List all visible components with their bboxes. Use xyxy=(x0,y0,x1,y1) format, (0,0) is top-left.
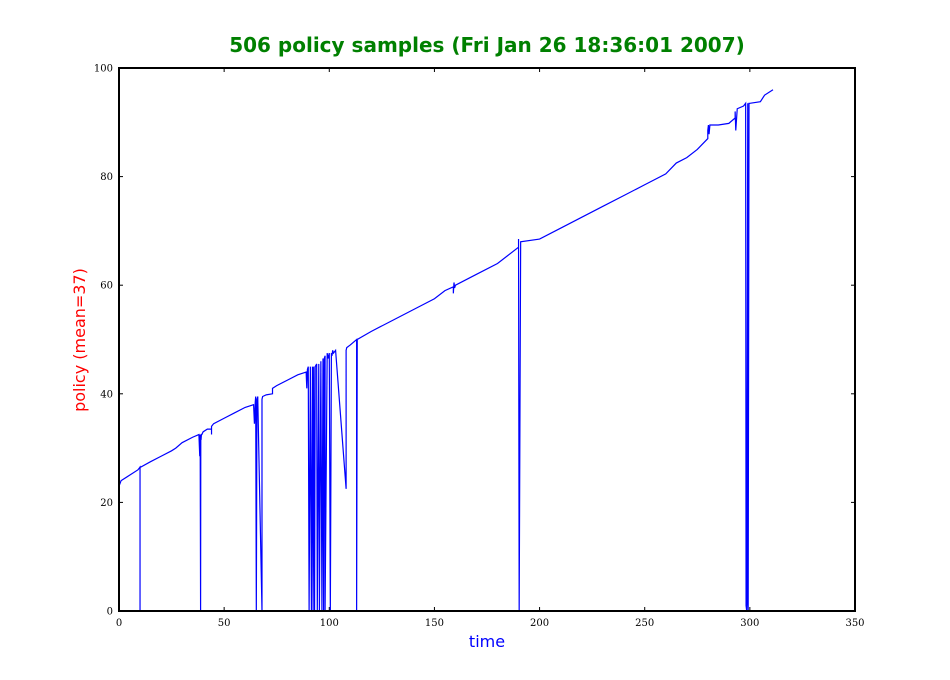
x-axis-label: time xyxy=(469,632,505,651)
y-tick-label: 40 xyxy=(100,389,113,400)
y-tick-label: 60 xyxy=(100,281,113,292)
axis-ticks: 0 50 100 150 200 250 300 350 0 20 40 60 80 100 xyxy=(94,64,865,630)
x-tick-label: 350 xyxy=(845,618,864,629)
x-tick-label: 250 xyxy=(635,618,654,629)
y-tick-label: 20 xyxy=(100,498,113,509)
plot-frame xyxy=(118,67,856,612)
x-tick-label: 150 xyxy=(425,618,444,629)
x-tick-label: 0 xyxy=(116,618,122,629)
x-tick-label: 50 xyxy=(218,618,231,629)
x-tick-label: 200 xyxy=(530,618,549,629)
chart-title: 506 policy samples (Fri Jan 26 18:36:01 … xyxy=(229,33,745,57)
y-tick-label: 0 xyxy=(107,607,113,618)
y-tick-label: 100 xyxy=(94,64,113,75)
y-tick-label: 80 xyxy=(100,172,113,183)
x-tick-label: 100 xyxy=(320,618,339,629)
series-line-0 xyxy=(118,89,774,612)
plot-area xyxy=(119,68,855,611)
series-layer xyxy=(118,89,774,612)
x-tick-label: 300 xyxy=(740,618,759,629)
y-axis-label: policy (mean=37) xyxy=(70,268,89,412)
